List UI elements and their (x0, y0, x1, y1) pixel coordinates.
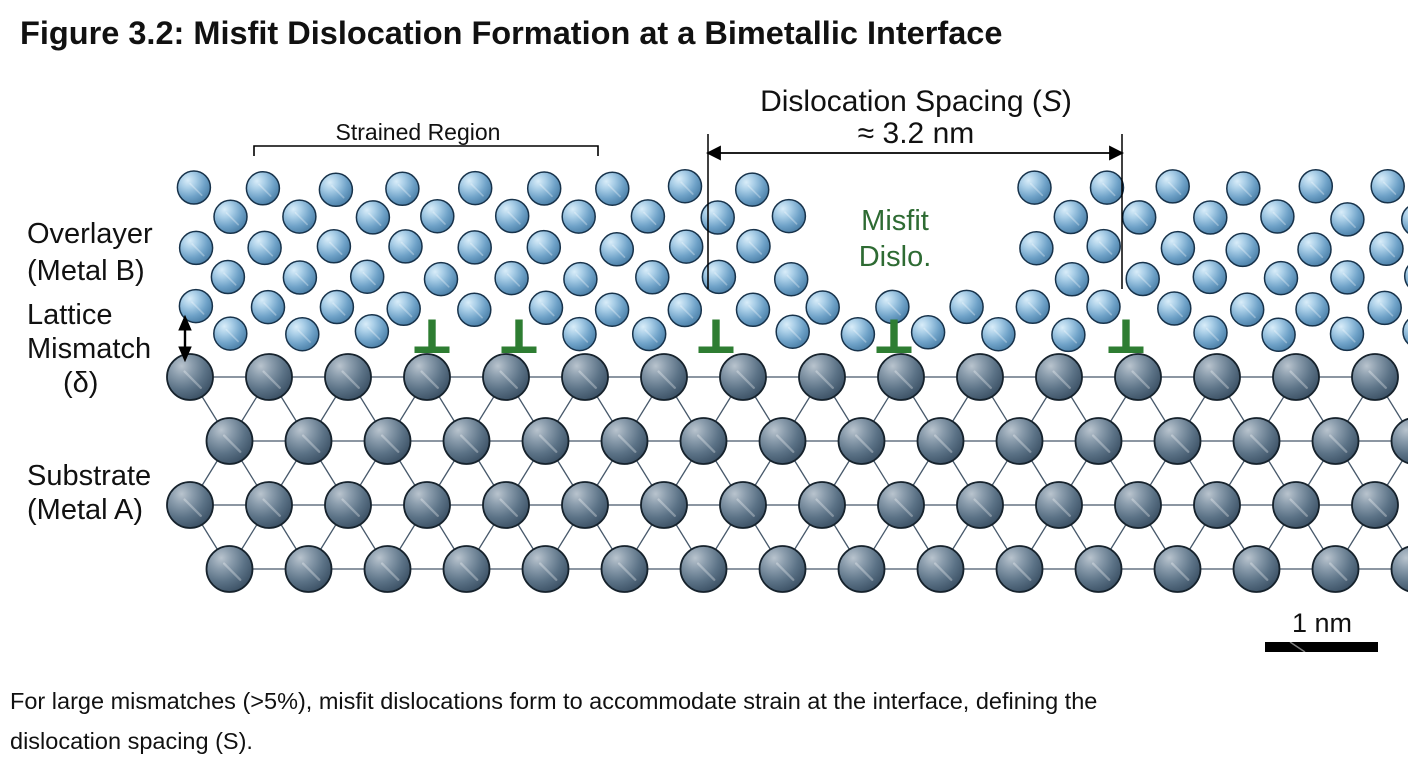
svg-text:Dislo.: Dislo. (859, 241, 932, 273)
svg-text:1 nm: 1 nm (1292, 608, 1352, 638)
svg-text:Mismatch: Mismatch (27, 333, 151, 365)
svg-text:Misfit: Misfit (861, 205, 929, 237)
svg-text:Dislocation Spacing (S): Dislocation Spacing (S) (760, 85, 1072, 118)
svg-text:≈ 3.2 nm: ≈ 3.2 nm (858, 117, 975, 150)
svg-text:dislocation spacing (S).: dislocation spacing (S). (10, 728, 253, 754)
svg-text:Substrate: Substrate (27, 460, 151, 492)
svg-text:Lattice: Lattice (27, 299, 112, 331)
svg-text:(δ): (δ) (63, 367, 98, 399)
svg-text:Strained Region: Strained Region (336, 119, 501, 145)
svg-text:For large mismatches (>5%), mi: For large mismatches (>5%), misfit dislo… (10, 688, 1097, 714)
svg-text:Figure 3.2: Misfit Dislocation: Figure 3.2: Misfit Dislocation Formation… (20, 15, 1002, 51)
svg-text:(Metal B): (Metal B) (27, 255, 145, 287)
svg-text:(Metal A): (Metal A) (27, 494, 143, 526)
svg-text:Overlayer: Overlayer (27, 218, 153, 250)
